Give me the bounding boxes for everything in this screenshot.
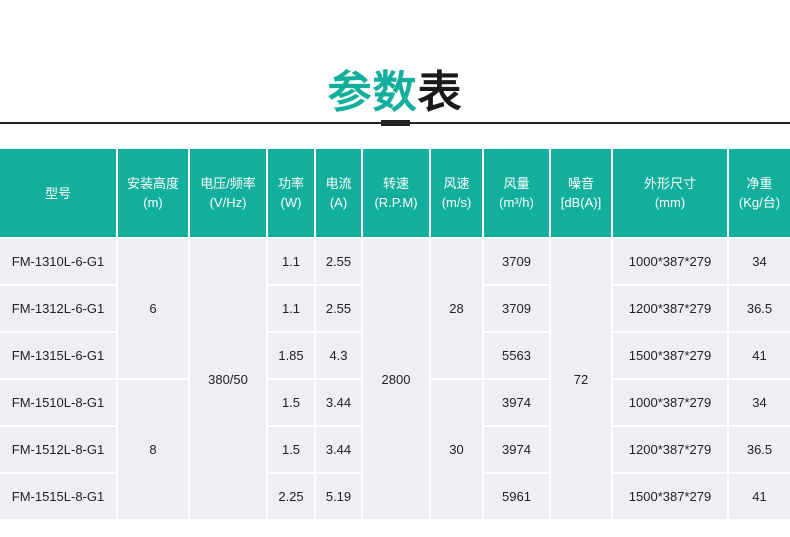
model-cell: FM-1512L-8-G1 — [0, 425, 118, 474]
airflow-cell: 3709 — [482, 237, 551, 286]
model-cell: FM-1510L-8-G1 — [0, 378, 118, 427]
table-row: FM-1510L-8-G1 8 1.5 3.44 30 3974 1000*387*279 3… — [0, 378, 790, 521]
weight-cell: 34 — [727, 378, 790, 427]
power-cell: 1.85 — [266, 331, 316, 380]
power-cell: 1.5 — [266, 378, 316, 427]
current-cell: 3.44 — [314, 425, 363, 474]
column-header: 风速 (m/s) — [429, 149, 484, 239]
table-row: FM-1515L-8-G1 2.25 5.19 5961 1500*387*279 41 — [0, 472, 790, 521]
column-header: 噪音 [dB(A)] — [549, 149, 613, 239]
airflow-cell: 5563 — [482, 331, 551, 380]
model-cell: FM-1315L-6-G1 — [0, 331, 118, 380]
model-cell: FM-1310L-6-G1 — [0, 237, 118, 286]
divider-accent — [381, 120, 410, 126]
model-cell: FM-1515L-8-G1 — [0, 472, 118, 521]
current-cell: 5.19 — [314, 472, 363, 521]
size-cell: 1500*387*279 — [611, 472, 729, 521]
airflow-cell: 5961 — [482, 472, 551, 521]
column-header: 净重 (Kg/台) — [727, 149, 790, 239]
airflow-cell: 3709 — [482, 284, 551, 333]
table-row: FM-1315L-6-G1 1.85 4.3 5563 1500*387*279 41 — [0, 331, 790, 380]
size-cell: 1000*387*279 — [611, 378, 729, 427]
height-cell: 6 — [116, 237, 190, 380]
model-cell: FM-1312L-6-G1 — [0, 284, 118, 333]
column-header: 转速 (R.P.M) — [361, 149, 431, 239]
table-row: FM-1312L-6-G1 1.1 2.55 3709 1200*387*279 36.5 — [0, 284, 790, 333]
airflow-cell: 3974 — [482, 425, 551, 474]
speed-cell: 2800 — [361, 237, 431, 521]
spec-table: 型号 安装高度 (m) 电压/频率 (V/Hz) 功率 (W) 电流 (A) 转速 (R.P.M) 风… — [0, 149, 790, 521]
column-header: 型号 — [0, 149, 118, 239]
column-header: 安装高度 (m) — [116, 149, 190, 239]
column-header: 外形尺寸 (mm) — [611, 149, 729, 239]
weight-cell: 34 — [727, 237, 790, 286]
column-header: 功率 (W) — [266, 149, 316, 239]
power-cell: 1.5 — [266, 425, 316, 474]
noise-cell: 72 — [549, 237, 613, 521]
page-title: 参数表 — [327, 67, 463, 118]
wind-speed-cell: 28 — [429, 237, 484, 380]
size-cell: 1200*387*279 — [611, 425, 729, 474]
weight-cell: 36.5 — [727, 284, 790, 333]
current-cell: 2.55 — [314, 284, 363, 333]
power-cell: 2.25 — [266, 472, 316, 521]
current-cell: 2.55 — [314, 237, 363, 286]
size-cell: 1200*387*279 — [611, 284, 729, 333]
weight-cell: 41 — [727, 331, 790, 380]
size-cell: 1500*387*279 — [611, 331, 729, 380]
current-cell: 4.3 — [314, 331, 363, 380]
weight-cell: 36.5 — [727, 425, 790, 474]
wind-speed-cell: 30 — [429, 378, 484, 521]
column-header: 电压/频率 (V/Hz) — [188, 149, 268, 239]
column-header: 电流 (A) — [314, 149, 363, 239]
power-cell: 1.1 — [266, 284, 316, 333]
voltage-cell: 380/50 — [188, 237, 268, 521]
height-cell: 8 — [116, 378, 190, 521]
table-row: FM-1310L-6-G1 6 380/50 1.1 2.55 2800 28 3709 72 1… — [0, 237, 790, 521]
weight-cell: 41 — [727, 472, 790, 521]
table-row: FM-1512L-8-G1 1.5 3.44 3974 1200*387*279 36.5 — [0, 425, 790, 474]
column-header: 风量 (m³/h) — [482, 149, 551, 239]
airflow-cell: 3974 — [482, 378, 551, 427]
current-cell: 3.44 — [314, 378, 363, 427]
power-cell: 1.1 — [266, 237, 316, 286]
size-cell: 1000*387*279 — [611, 237, 729, 286]
